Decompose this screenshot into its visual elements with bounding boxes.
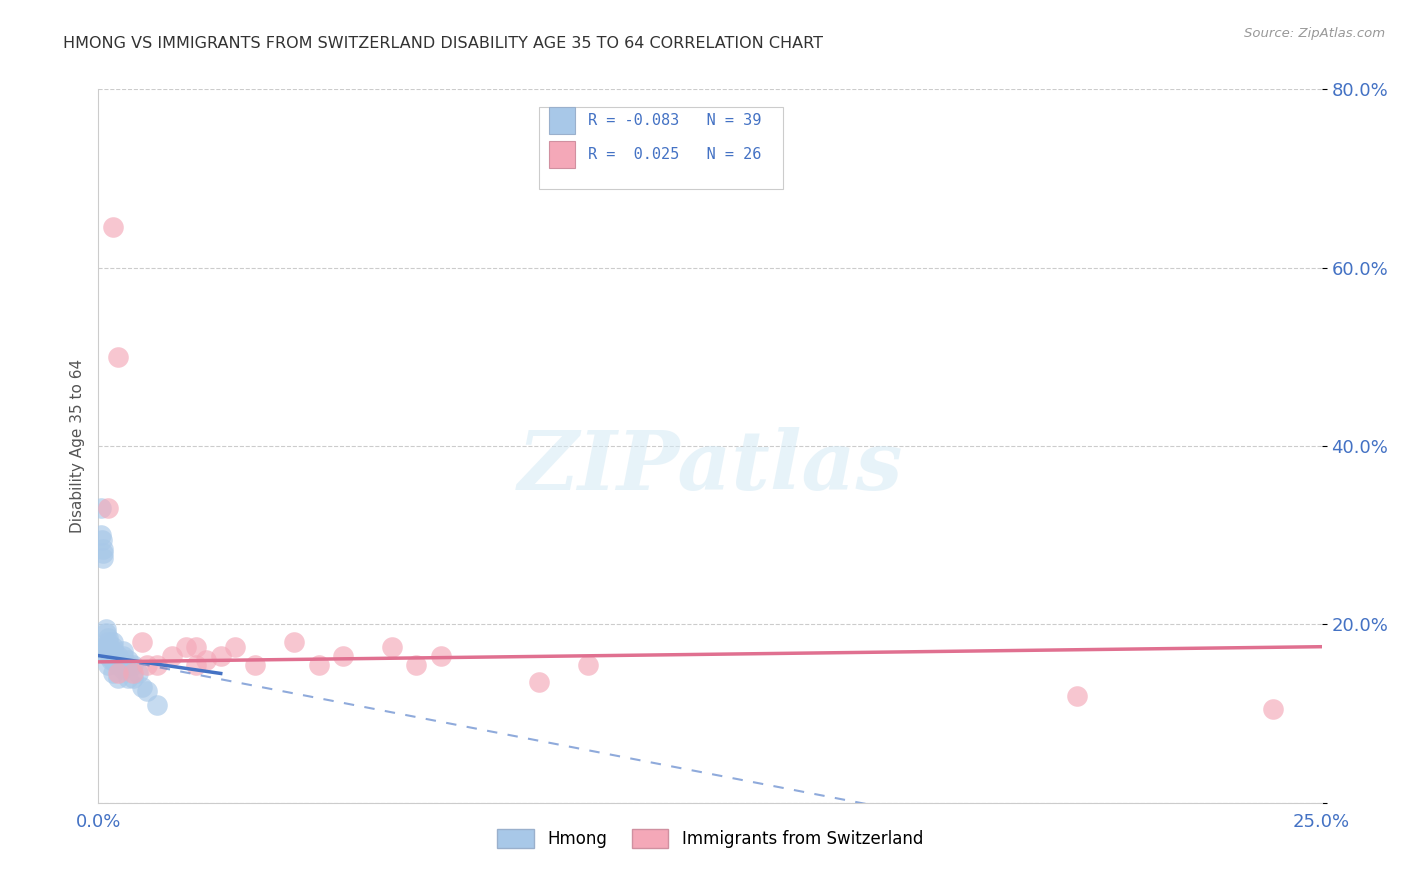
FancyBboxPatch shape	[548, 107, 575, 134]
Point	[101, 644, 124, 658]
Point	[576, 657, 599, 672]
Point	[131, 635, 153, 649]
Point	[97, 635, 120, 649]
Point	[101, 220, 124, 235]
Point	[195, 653, 218, 667]
Point	[97, 501, 120, 516]
Point	[91, 533, 114, 547]
FancyBboxPatch shape	[548, 141, 575, 168]
Point	[121, 657, 143, 672]
Point	[93, 640, 115, 654]
Point	[101, 666, 124, 681]
Point	[111, 648, 134, 663]
Point	[97, 631, 120, 645]
Point	[107, 648, 129, 663]
Point	[243, 657, 266, 672]
Point	[91, 546, 114, 560]
Point	[146, 657, 169, 672]
Point	[97, 648, 120, 663]
Point	[209, 648, 232, 663]
Point	[101, 640, 124, 654]
Point	[117, 671, 139, 685]
Point	[107, 350, 129, 364]
Point	[111, 644, 134, 658]
Point	[405, 657, 427, 672]
Point	[136, 657, 159, 672]
Point	[332, 648, 354, 663]
Point	[100, 653, 122, 667]
Point	[381, 640, 404, 654]
Point	[107, 666, 129, 681]
Point	[1066, 689, 1088, 703]
Point	[146, 698, 169, 712]
Point	[94, 626, 117, 640]
Point	[136, 684, 159, 698]
Point	[101, 635, 124, 649]
Text: R = -0.083   N = 39: R = -0.083 N = 39	[588, 113, 761, 128]
Point	[93, 646, 115, 660]
Y-axis label: Disability Age 35 to 64: Disability Age 35 to 64	[69, 359, 84, 533]
Point	[90, 528, 112, 542]
Point	[308, 657, 330, 672]
Point	[283, 635, 305, 649]
Point	[224, 640, 246, 654]
Point	[107, 671, 129, 685]
Text: ZIPatlas: ZIPatlas	[517, 427, 903, 508]
Point	[111, 662, 134, 676]
Point	[160, 648, 183, 663]
Point	[1261, 702, 1284, 716]
FancyBboxPatch shape	[538, 107, 783, 189]
Point	[117, 657, 139, 672]
Point	[107, 657, 129, 672]
Point	[186, 657, 208, 672]
Text: R =  0.025   N = 26: R = 0.025 N = 26	[588, 146, 761, 161]
Point	[430, 648, 453, 663]
Point	[527, 675, 550, 690]
Point	[186, 640, 208, 654]
Text: HMONG VS IMMIGRANTS FROM SWITZERLAND DISABILITY AGE 35 TO 64 CORRELATION CHART: HMONG VS IMMIGRANTS FROM SWITZERLAND DIS…	[63, 36, 824, 51]
Point	[121, 671, 143, 685]
Point	[101, 653, 124, 667]
Point	[131, 680, 153, 694]
Point	[94, 622, 117, 636]
Text: Source: ZipAtlas.com: Source: ZipAtlas.com	[1244, 27, 1385, 40]
Point	[176, 640, 198, 654]
Point	[90, 501, 112, 516]
Point	[94, 640, 117, 654]
Point	[117, 653, 139, 667]
Point	[91, 550, 114, 565]
Point	[107, 653, 129, 667]
Point	[121, 666, 143, 681]
Point	[100, 644, 122, 658]
Point	[97, 640, 120, 654]
Point	[97, 657, 120, 672]
Point	[127, 666, 149, 681]
Legend: Hmong, Immigrants from Switzerland: Hmong, Immigrants from Switzerland	[491, 822, 929, 855]
Point	[91, 541, 114, 556]
